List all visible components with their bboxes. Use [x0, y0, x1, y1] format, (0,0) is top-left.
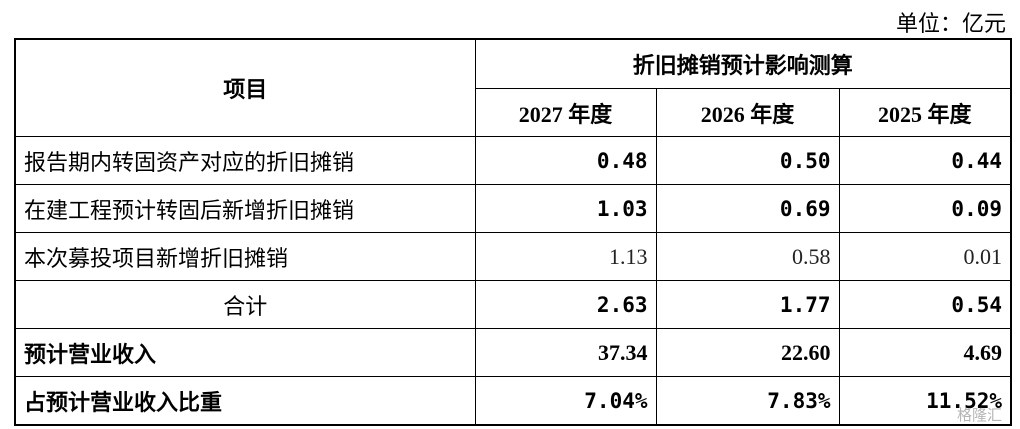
cell: 0.01 — [838, 232, 1012, 281]
group-header: 折旧摊销预计影响测算 — [474, 38, 1012, 89]
cell: 0.48 — [474, 136, 657, 185]
cell: 4.69 — [838, 328, 1012, 377]
year-header: 2027 年度 — [474, 88, 657, 137]
row-label: 在建工程预计转固后新增折旧摊销 — [14, 184, 476, 233]
row: 占预计营业收入比重 7.04% 7.83% 11.52% — [14, 376, 1012, 426]
cell: 0.69 — [655, 184, 840, 233]
row: 本次募投项目新增折旧摊销 1.13 0.58 0.01 — [14, 232, 1012, 281]
cell: 7.04% — [474, 376, 657, 426]
cell: 22.60 — [655, 328, 840, 377]
header-row: 项目 折旧摊销预计影响测算 — [14, 38, 1012, 137]
row-label: 报告期内转固资产对应的折旧摊销 — [14, 136, 476, 185]
row: 合计 2.63 1.77 0.54 — [14, 280, 1012, 329]
row: 报告期内转固资产对应的折旧摊销 0.48 0.50 0.44 — [14, 136, 1012, 185]
year-header: 2026 年度 — [655, 88, 840, 137]
cell: 37.34 — [474, 328, 657, 377]
year-header: 2025 年度 — [838, 88, 1012, 137]
cell: 0.50 — [655, 136, 840, 185]
depreciation-table: 项目 折旧摊销预计影响测算 2027 年度 2026 年度 2025 年度 报告… — [14, 38, 1012, 426]
cell: 7.83% — [655, 376, 840, 426]
row-label: 本次募投项目新增折旧摊销 — [14, 232, 476, 281]
cell: 11.52% — [838, 376, 1012, 426]
cell: 1.03 — [474, 184, 657, 233]
cell: 1.77 — [655, 280, 840, 329]
row: 在建工程预计转固后新增折旧摊销 1.03 0.69 0.09 — [14, 184, 1012, 233]
row: 预计营业收入 37.34 22.60 4.69 — [14, 328, 1012, 377]
year-row: 2027 年度 2026 年度 2025 年度 — [15, 88, 1012, 137]
row-label: 占预计营业收入比重 — [14, 376, 476, 426]
watermark: 格隆汇 — [956, 406, 1002, 424]
cell: 0.44 — [838, 136, 1012, 185]
row-label: 合计 — [14, 280, 476, 329]
cell: 0.58 — [655, 232, 840, 281]
cell: 1.13 — [474, 232, 657, 281]
unit-label: 单位：亿元 — [895, 11, 1006, 36]
cell: 0.54 — [838, 280, 1012, 329]
cell: 2.63 — [474, 280, 657, 329]
cell: 0.09 — [838, 184, 1012, 233]
row-label: 预计营业收入 — [14, 328, 476, 377]
item-header: 项目 — [14, 38, 476, 137]
